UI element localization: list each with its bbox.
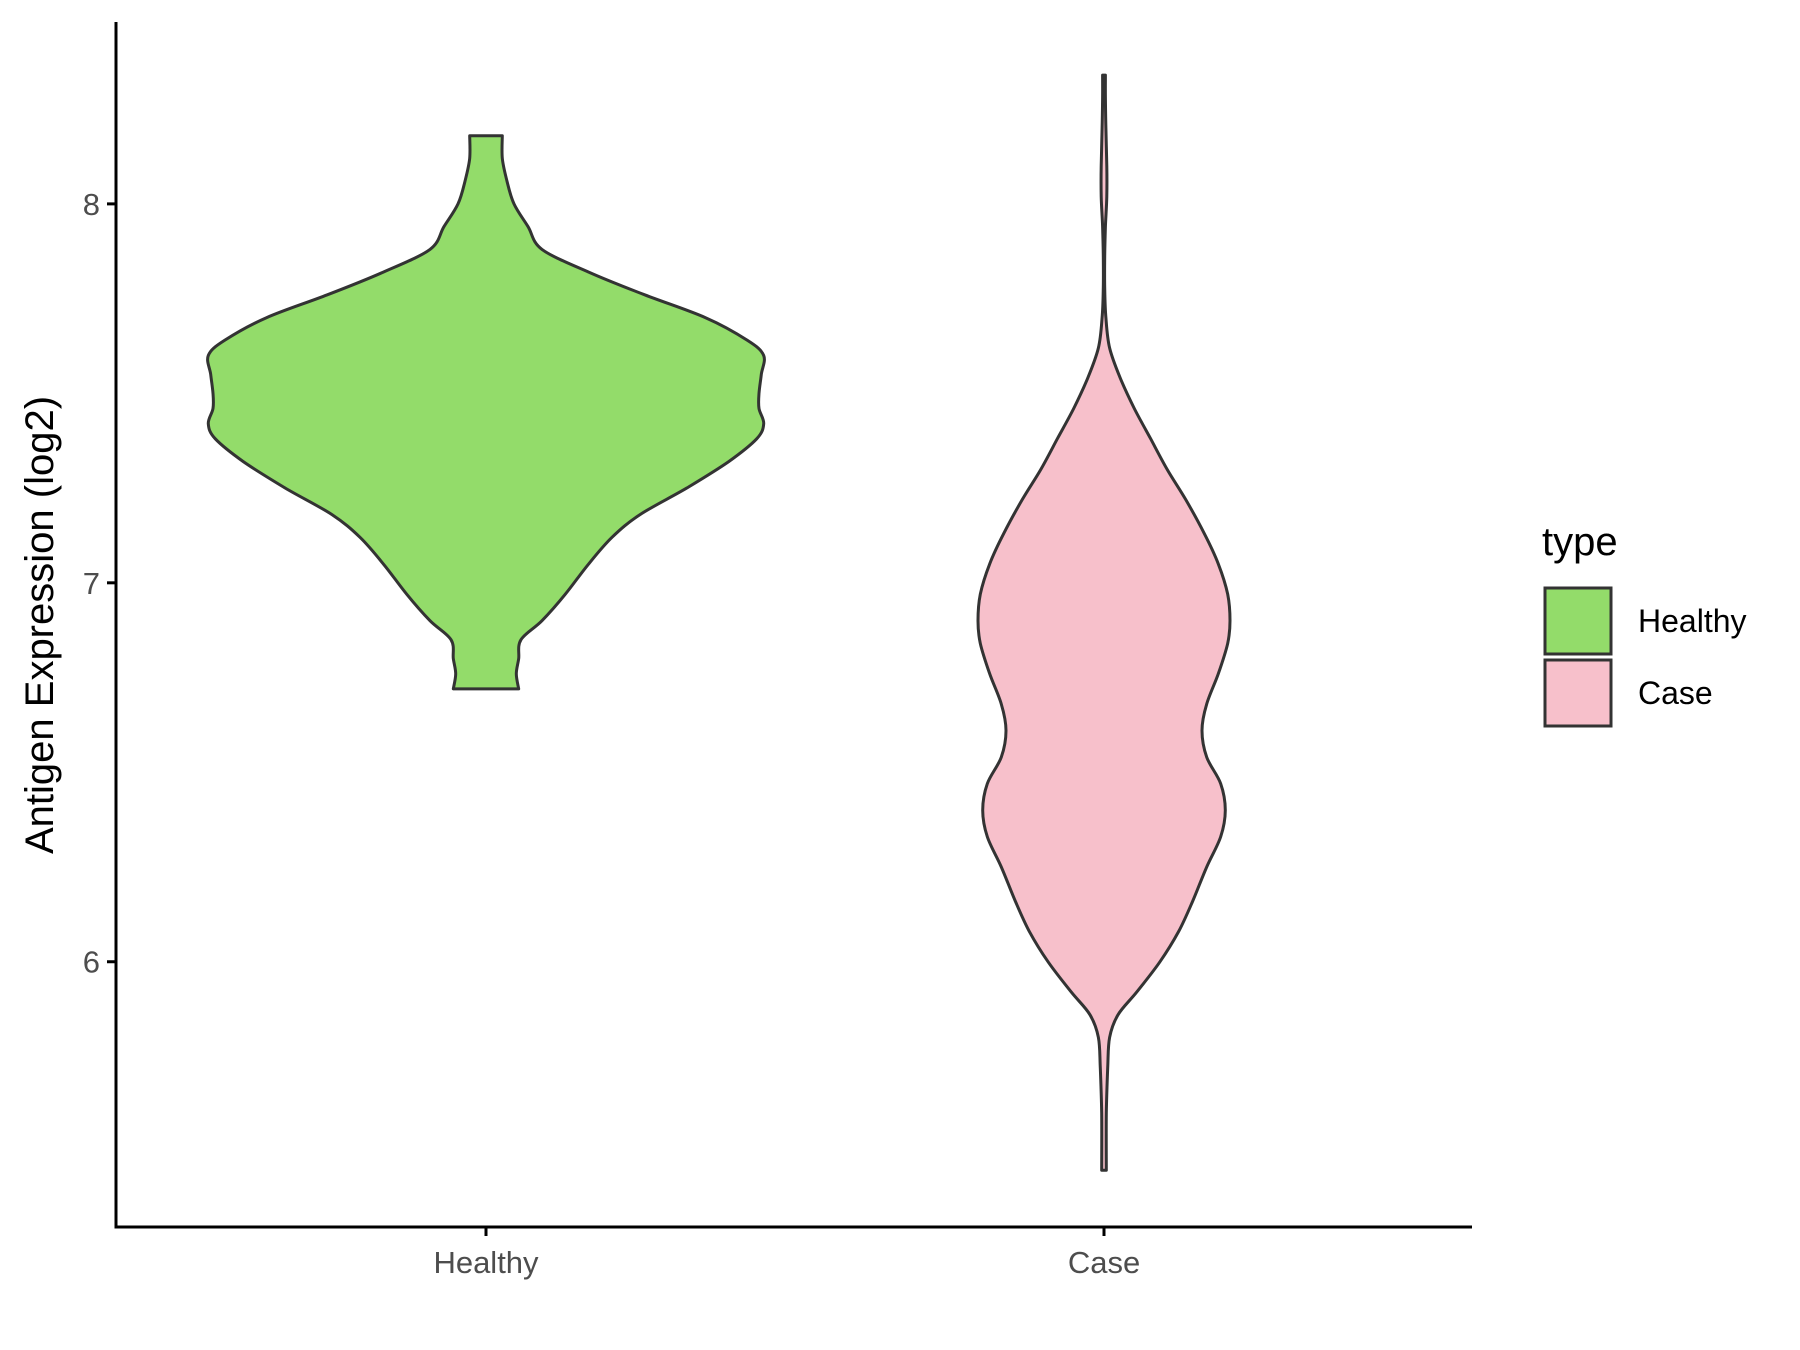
violin-healthy: [206, 134, 766, 691]
violin-layer: [206, 73, 1232, 1172]
legend-label-healthy: Healthy: [1638, 603, 1747, 639]
legend-key-case: [1543, 658, 1613, 728]
legend: type Healthy Case: [1542, 520, 1747, 728]
y-tick-label-8: 8: [83, 187, 100, 222]
axes-layer: 6 7 8 Healthy Case: [83, 22, 1472, 1280]
legend-key-healthy: [1543, 586, 1613, 656]
y-axis-title: Antigen Expression (log2): [18, 396, 62, 854]
x-tick-label-case: Case: [1068, 1245, 1140, 1280]
legend-label-case: Case: [1638, 675, 1713, 711]
y-tick-label-6: 6: [83, 945, 100, 980]
violin-case: [976, 73, 1232, 1172]
y-tick-label-7: 7: [83, 566, 100, 601]
x-tick-label-healthy: Healthy: [433, 1245, 539, 1280]
legend-title: type: [1542, 520, 1618, 564]
